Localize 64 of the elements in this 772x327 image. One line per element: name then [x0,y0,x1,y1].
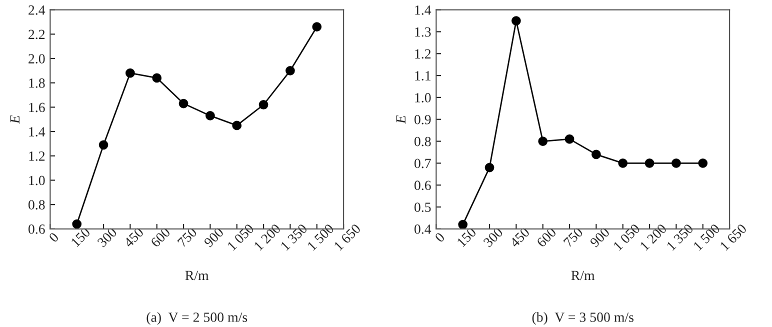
y-tick-label: 0.8 [28,200,45,210]
y-tick-label: 1.6 [29,102,45,112]
y-axis-title: E [396,115,406,124]
point [484,162,494,172]
x-tick-label: 1 650 [720,223,748,251]
point [512,16,521,26]
y-tick-label: 1.8 [29,78,45,88]
point [72,219,82,229]
x-axis-title: R/m [185,270,209,280]
point [126,68,135,78]
y-tick-label: 0.8 [414,136,431,146]
y-tick-label: 1.1 [415,71,430,81]
text: (a) V = 2 500 m/s [146,312,248,325]
x-tick-label: 1 500 [692,223,720,251]
x-tick-label: 300 [96,227,118,248]
point [98,140,108,150]
point [258,100,268,110]
point [644,158,654,168]
y-tick-label: 0.7 [414,158,431,168]
point [672,158,681,168]
y-tick-label: 1.4 [29,127,46,137]
x-tick-label: 1 200 [640,223,668,251]
y-axis-title: E [10,115,20,124]
x-tick-label: 300 [482,227,504,248]
y-tick-label: 0.9 [414,114,431,124]
y-tick-label: 0.4 [414,224,432,234]
point [698,158,708,168]
x-tick-label: 450 [123,227,144,248]
x-tick-label: 900 [203,227,224,248]
point [538,136,548,146]
y-tick-label: 1.2 [415,49,431,59]
x-axis-title: R/m [571,270,595,280]
y-tick-label: 0.6 [28,224,45,234]
point [152,73,162,83]
point [206,111,215,120]
point [564,134,574,144]
point [286,66,295,76]
x-tick-label: 1 200 [254,223,282,251]
x-tick-label: 600 [150,227,171,248]
x-tick-label: 1 650 [334,223,362,251]
y-tick-label: 1.3 [415,27,431,37]
x-tick-label: 1 350 [666,223,694,251]
y-tick-label: 0.6 [414,180,431,190]
y-tick-label: 1.2 [29,151,45,161]
y-tick-label: 2.0 [28,54,45,64]
point [312,22,322,32]
point [618,158,628,168]
x-tick-label: 0 [434,232,446,243]
text: (b) V = 3 500 m/s [532,312,634,325]
y-tick-label: 1.0 [29,176,45,186]
point [592,150,601,160]
point [178,98,188,108]
y-tick-label: 0.5 [414,202,431,212]
y-tick-label: 1.0 [415,93,431,102]
y-tick-label: 2.2 [28,30,45,40]
y-tick-label: 1.4 [415,5,432,15]
x-tick-label: 1 350 [280,223,308,251]
y-tick-label: 2.4 [28,5,46,15]
x-tick-label: 450 [509,227,530,248]
x-tick-label: 900 [589,227,610,248]
point [232,120,242,130]
x-tick-label: 0 [48,232,60,243]
x-tick-label: 600 [536,227,557,248]
x-tick-label: 1 500 [306,223,334,251]
